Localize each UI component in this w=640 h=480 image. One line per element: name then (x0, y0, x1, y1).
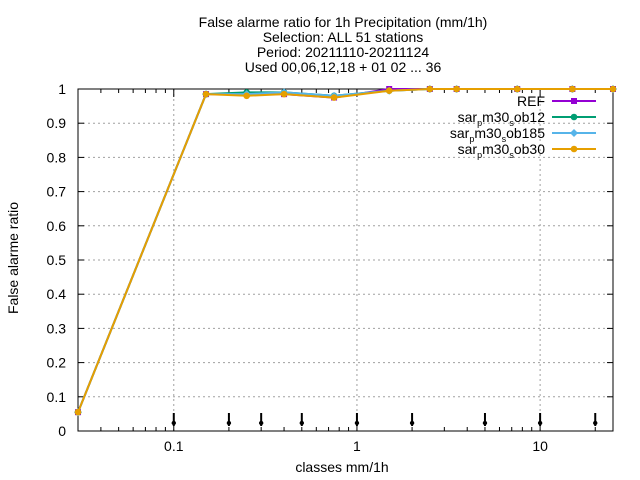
data-point (571, 98, 577, 104)
data-point (570, 129, 578, 137)
y-tick-label: 0 (58, 423, 66, 439)
y-tick-label: 0.4 (47, 286, 67, 302)
y-tick-label: 0.9 (47, 115, 67, 131)
legend-label-part: m30 (482, 109, 509, 125)
y-tick-label: 0.6 (47, 218, 67, 234)
title-line-2: Selection: ALL 51 stations (263, 29, 424, 45)
threshold-mark-dot (299, 420, 305, 426)
axes: 0 0.1 0.2 0.3 0.4 0.5 0.6 0.7 0.8 0.9 1 0.1 1 10 (47, 81, 614, 454)
y-tick-label: 0.8 (47, 149, 67, 165)
legend-label: sarpm30sob12 (458, 109, 546, 128)
threshold-mark-dot (258, 420, 264, 426)
chart-title: False alarme ratio for 1h Precipitation … (199, 14, 488, 75)
title-line-4: Used 00,06,12,18 + 01 02 ... 36 (245, 59, 442, 75)
threshold-mark-dot (354, 420, 360, 426)
legend-entry: sarpm30sob185 (450, 125, 596, 144)
threshold-mark-dot (226, 420, 232, 426)
data-point (513, 85, 521, 93)
title-line-1: False alarme ratio for 1h Precipitation … (199, 14, 488, 30)
data-point (243, 92, 250, 100)
legend-label-part: m30 (474, 125, 501, 141)
threshold-mark-dot (482, 420, 488, 426)
x-tick-label: 1 (353, 438, 361, 454)
legend-label-part: m30 (482, 141, 509, 157)
y-tick-label: 0.1 (47, 389, 67, 405)
y-tick-label: 0.2 (47, 355, 67, 371)
legend-label-subscript: p (469, 134, 474, 144)
legend-entry: sarpm30sob12 (458, 109, 596, 128)
series-group (74, 85, 617, 417)
x-tick-label: 10 (532, 438, 548, 454)
threshold-mark-dot (537, 420, 543, 426)
data-point (202, 90, 210, 98)
legend-entry: sarpm30sob30 (458, 141, 596, 160)
data-point (570, 145, 578, 153)
data-point (280, 90, 288, 98)
data-point (609, 85, 617, 93)
legend-entry: REF (517, 93, 596, 109)
data-point (453, 85, 460, 93)
series-4 (74, 85, 617, 416)
legend-label: sarpm30sob185 (450, 125, 545, 144)
title-line-3: Period: 20211110-20211124 (257, 44, 430, 60)
data-point (385, 87, 393, 95)
legend-label-part: sar (458, 109, 478, 125)
threshold-mark-dot (409, 420, 415, 426)
y-axis-label: False alarme ratio (5, 202, 21, 314)
threshold-mark-dot (171, 420, 176, 426)
legend-label: REF (517, 93, 545, 109)
y-tick-label: 0.3 (47, 320, 67, 336)
legend-label-subscript: p (477, 150, 482, 160)
data-point (569, 85, 576, 93)
legend-label-subscript: p (477, 118, 482, 128)
threshold-marks (171, 413, 598, 426)
data-point (570, 113, 578, 121)
y-tick-label: 0.7 (47, 184, 67, 200)
data-point (426, 85, 434, 93)
legend-label-part: sar (450, 125, 470, 141)
legend-label-subscript: s (509, 150, 514, 160)
threshold-mark-dot (593, 420, 598, 426)
legend-label-subscript: s (502, 134, 507, 144)
legend-label: sarpm30sob30 (458, 141, 546, 160)
legend-label-part: ob12 (514, 109, 545, 125)
data-point (330, 94, 338, 101)
x-axis-label: classes mm/1h (295, 459, 388, 475)
data-point (74, 408, 82, 416)
legend-label-part: sar (458, 141, 478, 157)
y-tick-label: 1 (58, 81, 66, 97)
y-tick-label: 0.5 (47, 252, 67, 268)
legend-label-subscript: s (509, 118, 514, 128)
legend-label-part: ob30 (514, 141, 545, 157)
grid (78, 89, 613, 431)
x-tick-label: 0.1 (164, 438, 184, 454)
legend-label-part: ob185 (506, 125, 545, 141)
plot-frame (77, 88, 614, 432)
